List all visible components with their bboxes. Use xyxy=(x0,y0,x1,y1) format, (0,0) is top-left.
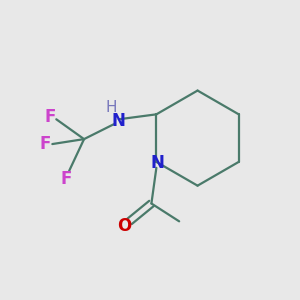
Text: O: O xyxy=(118,217,132,235)
Text: F: F xyxy=(45,108,56,126)
Text: H: H xyxy=(105,100,116,115)
Text: N: N xyxy=(112,112,126,130)
Text: F: F xyxy=(40,135,51,153)
Text: F: F xyxy=(61,170,72,188)
Text: N: N xyxy=(150,154,164,172)
